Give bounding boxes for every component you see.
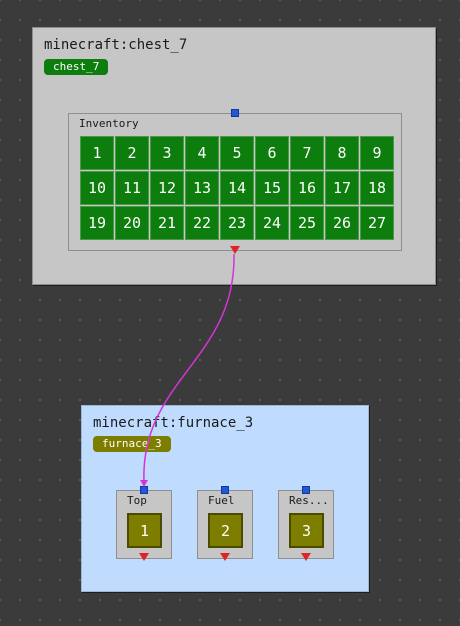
- furnace-slot-top-label: Top: [127, 494, 147, 507]
- inventory-output-port[interactable]: [230, 246, 240, 254]
- furnace-slot-fuel-value[interactable]: 2: [208, 513, 243, 548]
- inventory-slot[interactable]: 4: [185, 136, 219, 170]
- furnace-fuel-output-port[interactable]: [220, 553, 230, 561]
- inventory-slot[interactable]: 20: [115, 206, 149, 240]
- inventory-slot[interactable]: 10: [80, 171, 114, 205]
- inventory-slot[interactable]: 6: [255, 136, 289, 170]
- inventory-slot[interactable]: 9: [360, 136, 394, 170]
- inventory-slot[interactable]: 22: [185, 206, 219, 240]
- inventory-slot[interactable]: 12: [150, 171, 184, 205]
- furnace-slot-result[interactable]: Res... 3: [278, 486, 334, 561]
- inventory-slot[interactable]: 8: [325, 136, 359, 170]
- inventory-slot[interactable]: 24: [255, 206, 289, 240]
- furnace-node-title: minecraft:furnace_3: [93, 415, 254, 431]
- inventory-input-port[interactable]: [231, 109, 239, 117]
- furnace-slot-result-label: Res...: [289, 494, 327, 507]
- inventory-slot[interactable]: 1: [80, 136, 114, 170]
- furnace-top-input-port[interactable]: [140, 486, 148, 494]
- inventory-slot[interactable]: 2: [115, 136, 149, 170]
- inventory-slot[interactable]: 18: [360, 171, 394, 205]
- inventory-slot[interactable]: 17: [325, 171, 359, 205]
- furnace-result-output-port[interactable]: [301, 553, 311, 561]
- inventory-slot[interactable]: 26: [325, 206, 359, 240]
- furnace-node-tag[interactable]: furnace_3: [93, 436, 171, 452]
- inventory-slot[interactable]: 27: [360, 206, 394, 240]
- inventory-slot[interactable]: 21: [150, 206, 184, 240]
- inventory-slot[interactable]: 19: [80, 206, 114, 240]
- furnace-top-output-port[interactable]: [139, 553, 149, 561]
- furnace-fuel-input-port[interactable]: [221, 486, 229, 494]
- furnace-slot-fuel-label: Fuel: [208, 494, 235, 507]
- inventory-slot[interactable]: 11: [115, 171, 149, 205]
- furnace-slot-top[interactable]: Top 1: [116, 486, 172, 561]
- furnace-slot-fuel[interactable]: Fuel 2: [197, 486, 253, 561]
- furnace-slot-top-value[interactable]: 1: [127, 513, 162, 548]
- inventory-slot[interactable]: 13: [185, 171, 219, 205]
- furnace-result-input-port[interactable]: [302, 486, 310, 494]
- inventory-slot[interactable]: 7: [290, 136, 324, 170]
- inventory-slot[interactable]: 16: [290, 171, 324, 205]
- inventory-slot[interactable]: 3: [150, 136, 184, 170]
- inventory-panel[interactable]: Inventory 1 2 3 4 5 6 7 8 9 10 11 12 13 14 15 16 17 18 19 2…: [68, 109, 402, 254]
- chest-node-tag[interactable]: chest_7: [44, 59, 109, 75]
- inventory-slot[interactable]: 15: [255, 171, 289, 205]
- inventory-label: Inventory: [79, 117, 139, 130]
- furnace-node[interactable]: minecraft:furnace_3 furnace_3 Top 1 Fuel…: [81, 405, 369, 592]
- inventory-slot[interactable]: 25: [290, 206, 324, 240]
- furnace-slot-result-value[interactable]: 3: [289, 513, 324, 548]
- inventory-slot[interactable]: 23: [220, 206, 254, 240]
- inventory-grid: 1 2 3 4 5 6 7 8 9 10 11 12 13 14 15 16 17 18 19 20 21 22 23 24 2…: [80, 136, 394, 240]
- inventory-slot[interactable]: 14: [220, 171, 254, 205]
- inventory-slot[interactable]: 5: [220, 136, 254, 170]
- chest-node-title: minecraft:chest_7: [44, 37, 188, 53]
